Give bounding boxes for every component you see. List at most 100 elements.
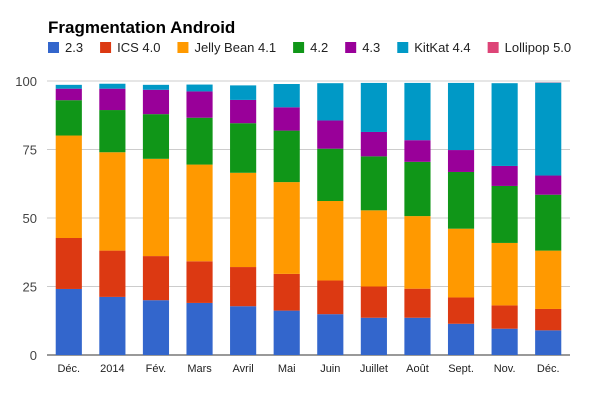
x-tick-label: Avril xyxy=(233,363,254,375)
x-tick-label: Déc. xyxy=(537,363,560,375)
bar-segment xyxy=(317,201,343,280)
bar-segment xyxy=(535,176,561,195)
bar-segment xyxy=(99,84,125,89)
bar-segment xyxy=(230,85,256,100)
x-tick-label: Sept. xyxy=(448,363,474,375)
bar-segment xyxy=(317,83,343,120)
x-tick-label: 2014 xyxy=(100,363,124,375)
bar-segment xyxy=(99,297,125,355)
chart-title: Fragmentation Android xyxy=(48,18,235,37)
bar-segment xyxy=(317,120,343,148)
bar-segment xyxy=(535,83,561,176)
bar-segment xyxy=(361,318,387,355)
bar-segment xyxy=(361,83,387,132)
legend-swatch xyxy=(100,42,111,53)
bar-segment xyxy=(448,324,474,355)
bar-segment xyxy=(448,150,474,172)
bar-segment xyxy=(99,89,125,110)
bar-segment xyxy=(492,329,518,355)
bar-segment xyxy=(317,149,343,201)
legend-swatch xyxy=(345,42,356,53)
legend-label: Lollipop 5.0 xyxy=(505,40,572,55)
bar-segment xyxy=(186,165,212,262)
legend-label: ICS 4.0 xyxy=(117,40,160,55)
bar-segment xyxy=(274,182,300,274)
legend-item: Jelly Bean 4.1 xyxy=(177,40,276,55)
bar-segment xyxy=(317,280,343,314)
x-tick-label: Nov. xyxy=(494,363,516,375)
bar-segment xyxy=(535,330,561,355)
legend-label: 4.2 xyxy=(310,40,328,55)
bar-segment xyxy=(448,172,474,229)
legend-item: 4.3 xyxy=(345,40,380,55)
legend-label: Jelly Bean 4.1 xyxy=(194,40,276,55)
bar-segment xyxy=(56,100,82,135)
bar-segment xyxy=(361,287,387,318)
bar-segment xyxy=(448,297,474,323)
bar-segment xyxy=(230,306,256,355)
bar-segment xyxy=(143,90,169,114)
bar-segment xyxy=(535,251,561,309)
legend-item: ICS 4.0 xyxy=(100,40,160,55)
bar-stack xyxy=(448,83,474,355)
legend-swatch xyxy=(293,42,304,53)
bar-segment xyxy=(448,83,474,150)
legend-swatch xyxy=(488,42,499,53)
legend-item: Lollipop 5.0 xyxy=(488,40,572,55)
x-tick-label: Juin xyxy=(320,363,340,375)
bar-segment xyxy=(186,261,212,303)
bar-segment xyxy=(361,132,387,156)
bar-stack xyxy=(535,82,561,355)
y-tick-label: 75 xyxy=(23,143,37,158)
legend-swatch xyxy=(397,42,408,53)
bar-segment xyxy=(230,267,256,306)
x-tick-label: Juillet xyxy=(360,363,388,375)
bar-stack xyxy=(99,84,125,355)
legend-label: KitKat 4.4 xyxy=(414,40,470,55)
x-tick-label: Mars xyxy=(187,363,212,375)
bar-segment xyxy=(230,173,256,267)
bar-segment xyxy=(404,83,430,140)
bar-segment xyxy=(535,309,561,330)
bars xyxy=(56,82,562,355)
bar-segment xyxy=(535,195,561,251)
bar-segment xyxy=(274,107,300,130)
bar-stack xyxy=(186,85,212,355)
bar-segment xyxy=(274,84,300,107)
bar-segment xyxy=(143,300,169,355)
bar-segment xyxy=(317,314,343,355)
bar-segment xyxy=(56,289,82,355)
bar-segment xyxy=(404,216,430,289)
legend-label: 2.3 xyxy=(65,40,83,55)
bar-segment xyxy=(274,311,300,355)
bar-segment xyxy=(448,229,474,298)
legend-swatch xyxy=(177,42,188,53)
bar-stack xyxy=(230,85,256,355)
legend-label: 4.3 xyxy=(362,40,380,55)
bar-segment xyxy=(404,140,430,162)
bar-segment xyxy=(492,243,518,305)
bar-segment xyxy=(99,152,125,250)
x-tick-label: Août xyxy=(406,363,429,375)
x-axis-ticks: Déc. 2014 Fév. Mars Avril Mai Juin Juillet Août S… xyxy=(57,363,559,375)
x-tick-label: Fév. xyxy=(146,363,167,375)
bar-segment xyxy=(143,85,169,90)
bar-segment xyxy=(56,89,82,101)
bar-stack xyxy=(361,83,387,355)
bar-segment xyxy=(404,162,430,216)
bar-stack xyxy=(492,83,518,355)
x-tick-label: Mai xyxy=(278,363,296,375)
y-tick-label: 0 xyxy=(30,348,37,363)
bar-segment xyxy=(56,85,82,89)
bar-segment xyxy=(230,123,256,173)
bar-segment xyxy=(186,118,212,165)
bar-segment xyxy=(56,136,82,238)
bar-segment xyxy=(143,114,169,159)
bar-segment xyxy=(492,83,518,166)
bar-segment xyxy=(492,305,518,328)
bar-segment xyxy=(186,85,212,92)
bar-segment xyxy=(274,274,300,311)
legend-swatch xyxy=(48,42,59,53)
